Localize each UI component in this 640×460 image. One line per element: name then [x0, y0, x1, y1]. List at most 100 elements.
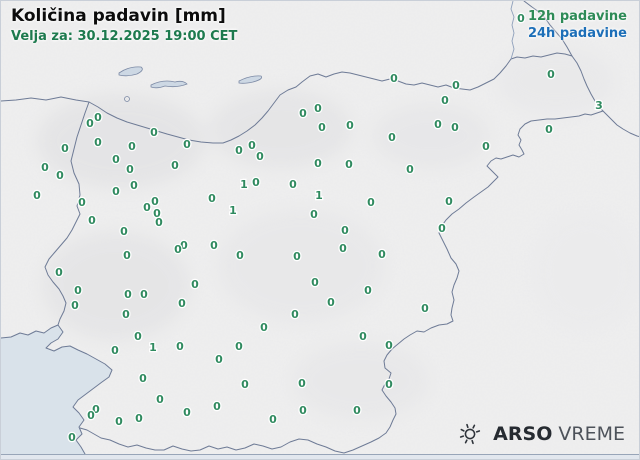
- valid-time-label: Velja za: 30.12.2025 19:00 CET: [11, 28, 238, 44]
- station-value: 0: [241, 378, 249, 391]
- station-value: 0: [388, 131, 396, 144]
- adriatic-sea: [1, 325, 112, 459]
- station-value: 0: [71, 299, 79, 312]
- station-value: 0: [367, 196, 375, 209]
- station-value: 0: [78, 196, 86, 209]
- station-value: 0: [112, 153, 120, 166]
- station-value: 1: [149, 341, 157, 354]
- station-value: 0: [180, 239, 188, 252]
- station-value: 0: [183, 406, 191, 419]
- station-value: 0: [547, 68, 555, 81]
- station-value: 0: [298, 377, 306, 390]
- station-value: 0: [364, 284, 372, 297]
- station-value: 0: [87, 409, 95, 422]
- coastline: [1, 324, 113, 459]
- legend-12h-link[interactable]: 12h padavine: [527, 9, 627, 24]
- station-value: 0: [235, 340, 243, 353]
- station-value: 0: [130, 179, 138, 192]
- station-value: 0: [123, 249, 131, 262]
- lake-icon: [150, 80, 188, 89]
- station-value: 0: [236, 249, 244, 262]
- station-value: 0: [126, 163, 134, 176]
- station-value: 3: [595, 99, 603, 112]
- station-value: 1: [240, 178, 248, 191]
- brand-arso: ARSO: [493, 423, 553, 445]
- station-value: 0: [434, 118, 442, 131]
- station-value: 0: [155, 216, 163, 229]
- station-value: 0: [56, 169, 64, 182]
- border-austria: [1, 52, 639, 144]
- station-value: 0: [289, 178, 297, 191]
- station-value: 1: [229, 204, 237, 217]
- station-value: 0: [41, 161, 49, 174]
- station-value: 0: [86, 117, 94, 130]
- legend-24h-link[interactable]: 24h padavine: [527, 25, 627, 41]
- station-value: 0: [314, 157, 322, 170]
- station-value: 0: [143, 201, 151, 214]
- station-value: 0: [128, 140, 136, 153]
- station-value: 0: [339, 242, 347, 255]
- brand-wordmark: ARSO VREME: [493, 423, 625, 445]
- station-value: 0: [171, 159, 179, 172]
- station-value: 0: [252, 176, 260, 189]
- station-value: 0: [153, 207, 161, 220]
- station-value: 0: [299, 404, 307, 417]
- brand-vreme: VREME: [558, 423, 625, 445]
- station-value: 0: [151, 195, 159, 208]
- station-value: 0: [445, 195, 453, 208]
- station-value: 0: [421, 302, 429, 315]
- station-value: 0: [293, 250, 301, 263]
- station-value: 0: [156, 393, 164, 406]
- station-value: 0: [174, 243, 182, 256]
- station-value: 0: [140, 288, 148, 301]
- station-value: 0: [345, 158, 353, 171]
- station-value: 0: [452, 79, 460, 92]
- station-value: 0: [124, 288, 132, 301]
- map-header: Količina padavin [mm] Velja za: 30.12.20…: [11, 6, 238, 44]
- lake-icon: [118, 66, 143, 77]
- station-value: 0: [451, 121, 459, 134]
- station-value: 0: [94, 111, 102, 124]
- station-value: 0: [545, 123, 553, 136]
- station-value: 0: [327, 296, 335, 309]
- station-value: 0: [385, 378, 393, 391]
- station-value: 0: [208, 192, 216, 205]
- station-value: 0: [215, 353, 223, 366]
- station-value: 0: [183, 138, 191, 151]
- station-value: 0: [112, 185, 120, 198]
- station-value: 0: [291, 308, 299, 321]
- station-value: 0: [260, 321, 268, 334]
- station-value: 0: [213, 400, 221, 413]
- station-value: 0: [61, 142, 69, 155]
- station-value: 0: [311, 276, 319, 289]
- station-value: 0: [120, 225, 128, 238]
- station-value: 0: [92, 403, 100, 416]
- station-value: 0: [517, 12, 525, 25]
- station-value: 1: [315, 189, 323, 202]
- station-value: 0: [55, 266, 63, 279]
- arso-vreme-logo: ARSO VREME: [457, 421, 625, 447]
- station-value: 0: [248, 139, 256, 152]
- station-value: 0: [441, 94, 449, 107]
- station-value: 0: [150, 126, 158, 139]
- sun-rays-icon: [460, 423, 481, 445]
- station-value: 0: [341, 224, 349, 237]
- station-value: 0: [256, 150, 264, 163]
- station-value: 0: [210, 239, 218, 252]
- station-value: 0: [176, 340, 184, 353]
- station-value: 0: [406, 163, 414, 176]
- station-value: 0: [378, 248, 386, 261]
- station-value: 0: [269, 413, 277, 426]
- bottom-bar: [1, 454, 639, 459]
- station-value: 0: [191, 278, 199, 291]
- station-value: 0: [359, 330, 367, 343]
- station-value: 0: [390, 72, 398, 85]
- station-value: 0: [94, 136, 102, 149]
- station-value: 0: [314, 102, 322, 115]
- page-title: Količina padavin [mm]: [11, 6, 226, 26]
- lake-icon: [124, 96, 130, 102]
- border-austria-hungary: [523, 1, 573, 57]
